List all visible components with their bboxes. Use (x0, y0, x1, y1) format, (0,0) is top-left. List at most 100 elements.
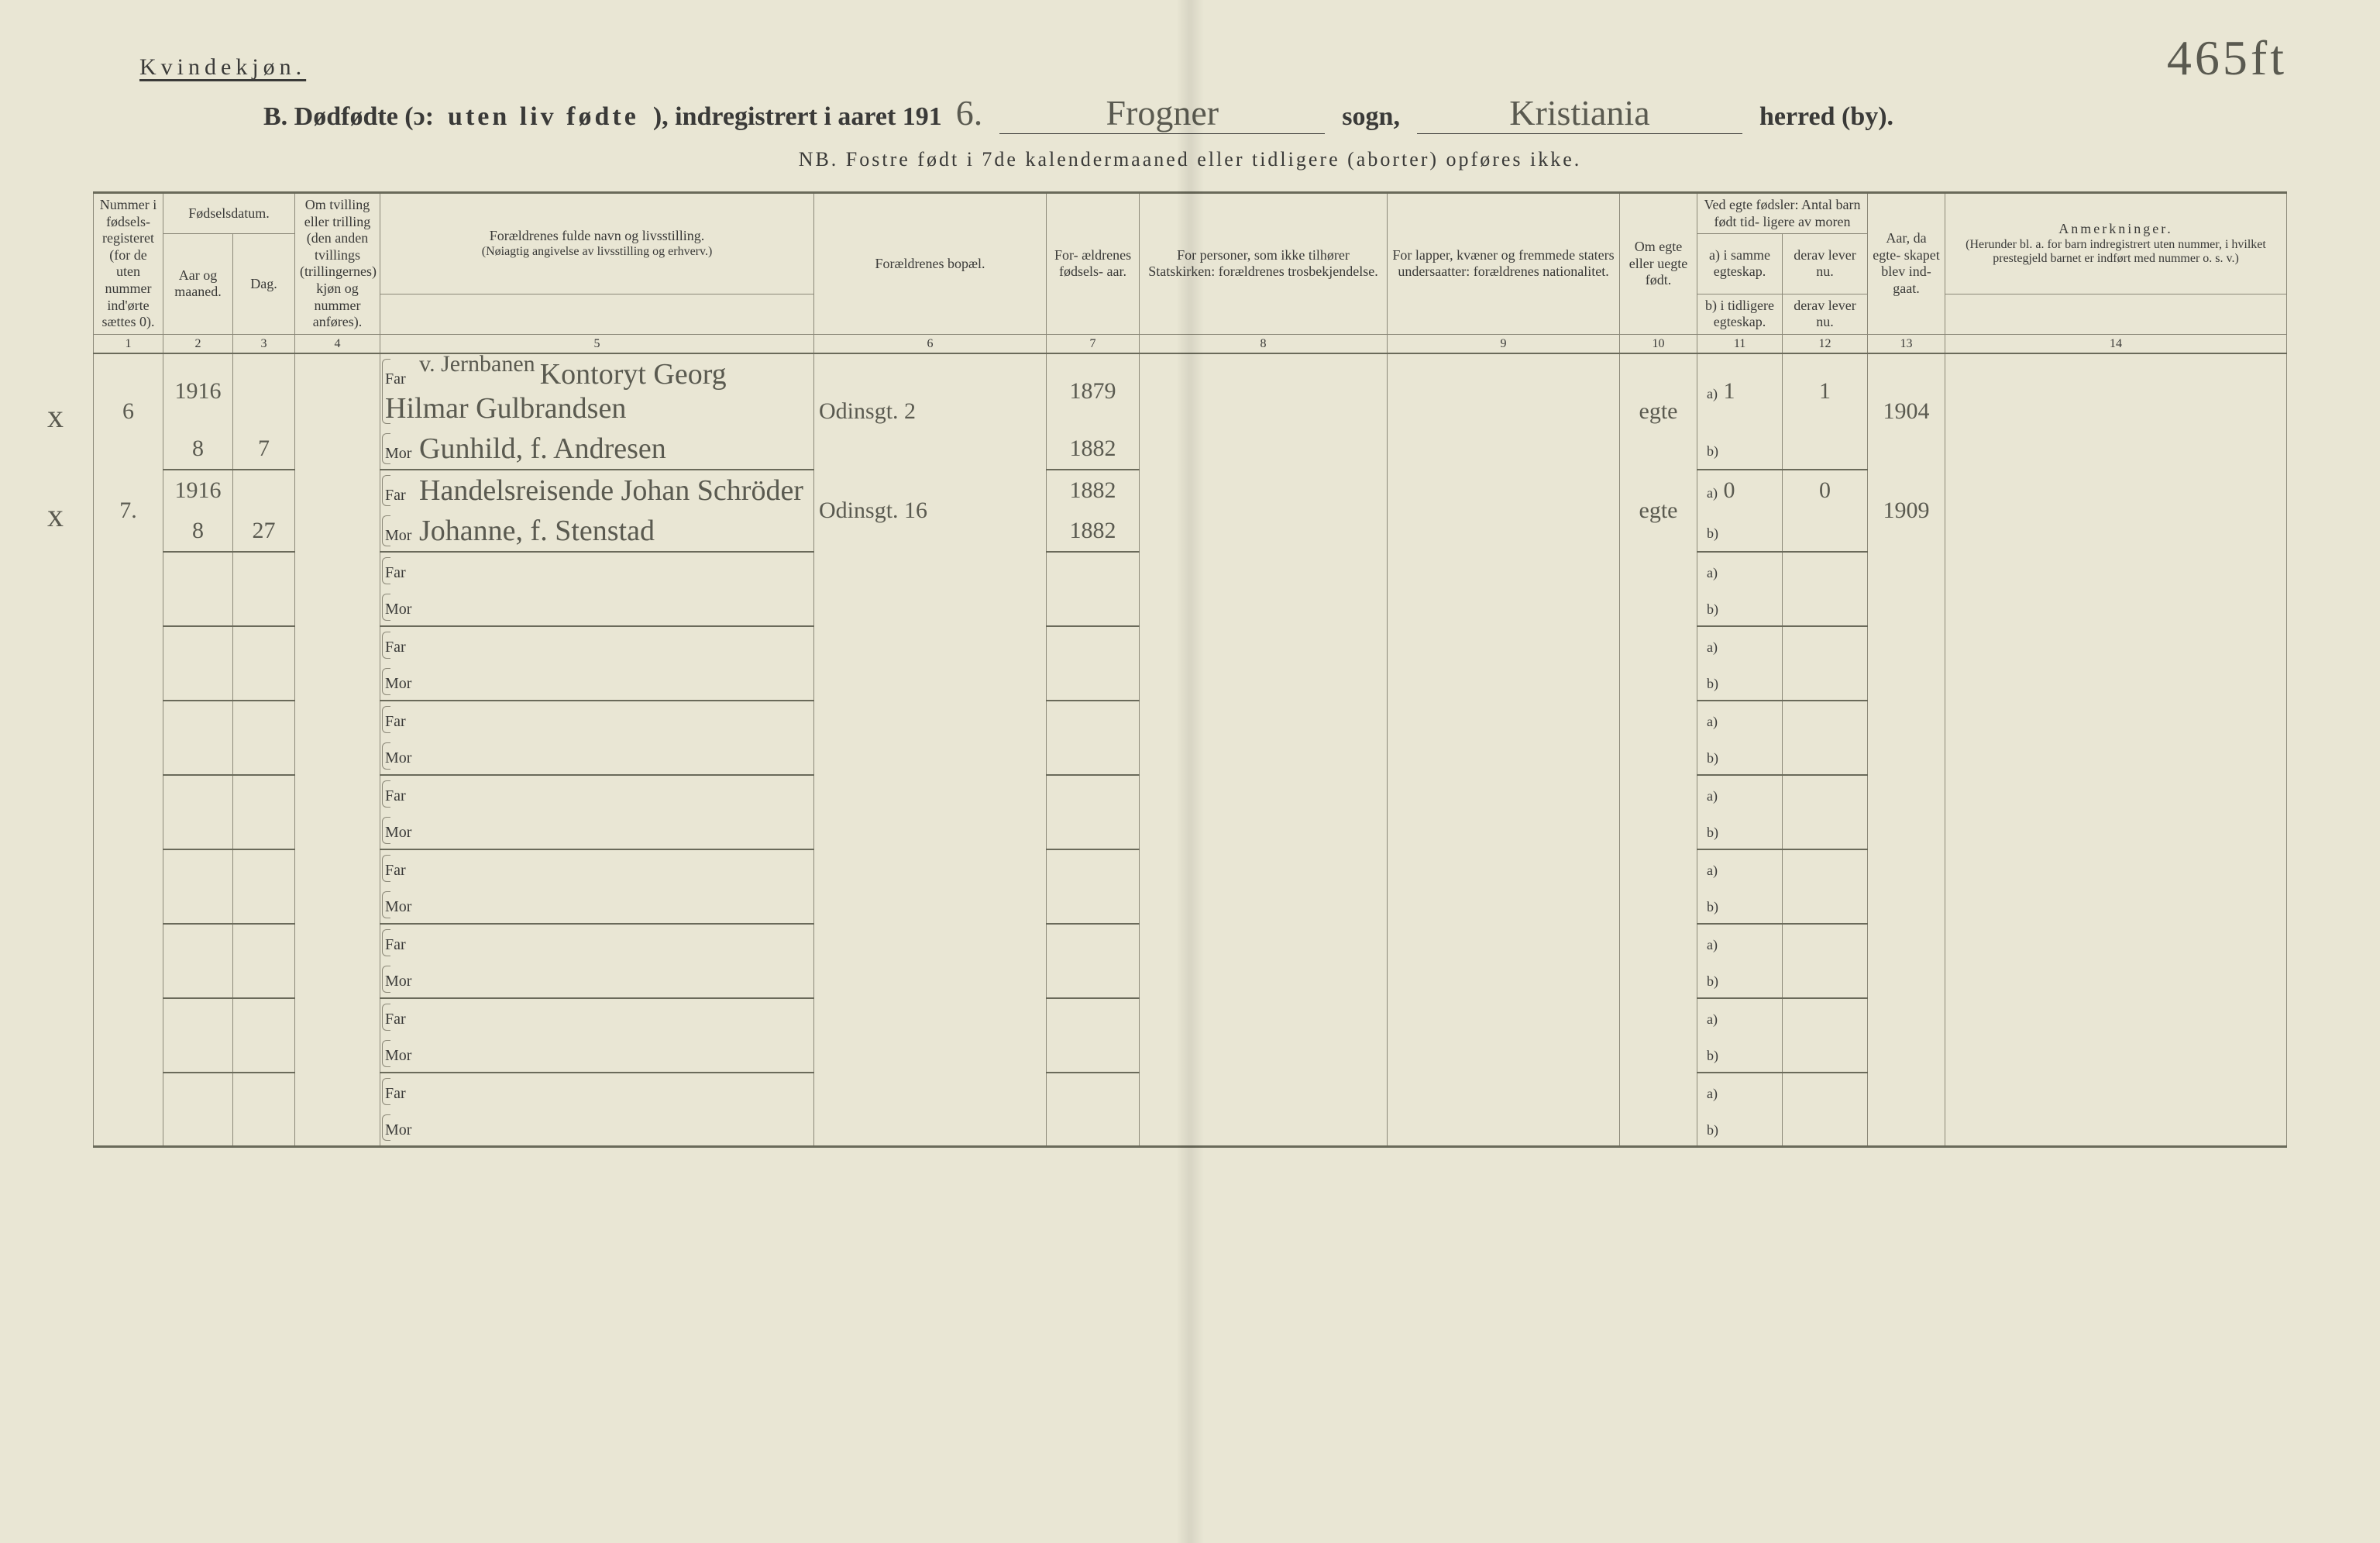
mor-birthyear: 1882 (1047, 429, 1140, 470)
parents-name-far: Far (380, 775, 814, 812)
marriage-year-cell: 1909 (1868, 470, 1945, 552)
sub-a-label: a) (1702, 386, 1718, 401)
parents-name-mor: Mor (380, 589, 814, 626)
children-a-live-cell (1783, 701, 1868, 738)
children-b-cell: b) (1697, 1035, 1783, 1073)
far-birthyear (1047, 998, 1140, 1035)
children-a-live-cell: 0 (1783, 470, 1868, 511)
marriage-year-cell: 1904 (1868, 353, 1945, 470)
remarks-cell (1945, 701, 2287, 775)
col-2a-header: Aar og maaned. (163, 234, 233, 335)
col-11a-header: a) i samme egteskap. (1697, 234, 1783, 294)
children-b-live-cell (1783, 738, 1868, 775)
mor-label: Mor (385, 1121, 419, 1139)
mor-birthyear (1047, 1110, 1140, 1147)
far-birthyear (1047, 1073, 1140, 1110)
far-birthyear: 1879 (1047, 353, 1140, 429)
colnum-11: 11 (1697, 334, 1783, 353)
children-a-live-cell (1783, 552, 1868, 589)
far-birthyear: 1882 (1047, 470, 1140, 511)
address-cell (814, 849, 1047, 924)
mor-name: Gunhild, f. Andresen (419, 432, 666, 465)
mor-birthyear (1047, 738, 1140, 775)
address-cell: Odinsgt. 16 (814, 470, 1047, 552)
address-cell (814, 701, 1047, 775)
col-7-header: For- ældrenes fødsels- aar. (1047, 193, 1140, 335)
ledger-page: Kvindekjøn. 465ft B. Dødfødte (ɔ: uten l… (0, 0, 2380, 1543)
day-cell (233, 589, 295, 626)
colnum-14: 14 (1945, 334, 2287, 353)
children-a-live-cell (1783, 775, 1868, 812)
egte-cell (1620, 849, 1697, 924)
religion-cell (1140, 1073, 1388, 1147)
sub-b-label: b) (1702, 443, 1718, 459)
religion-cell (1140, 353, 1388, 470)
mor-label: Mor (385, 675, 419, 693)
table-row: Fara) (94, 775, 2287, 812)
col-14-header-line1: Anmerkninger. (1950, 221, 2282, 238)
mor-birthyear: 1882 (1047, 511, 1140, 552)
children-a-cell: a) (1697, 1073, 1783, 1110)
parents-name-far: Far (380, 552, 814, 589)
parents-name-far: FarHandelsreisende Johan Schröder (380, 470, 814, 511)
egte-cell: egte (1620, 470, 1697, 552)
nationality-cell (1388, 552, 1620, 626)
day-cell-top (233, 775, 295, 812)
parents-name-mor: Mor (380, 887, 814, 924)
col-14-header-line2: (Herunder bl. a. for barn indregistrert … (1950, 238, 2282, 267)
sub-a-label: a) (1702, 937, 1718, 952)
sogn-value: Frogner (1106, 93, 1219, 133)
children-a-cell: a) (1697, 998, 1783, 1035)
sub-b-label: b) (1702, 825, 1718, 840)
year-cell (163, 1073, 233, 1110)
children-b-cell: b) (1697, 429, 1783, 470)
religion-cell (1140, 470, 1388, 552)
remarks-cell (1945, 626, 2287, 701)
twins-cell (295, 1073, 380, 1147)
mor-label: Mor (385, 527, 419, 545)
col-6-header: Forældrenes bopæl. (814, 193, 1047, 335)
address-cell (814, 1073, 1047, 1147)
far-label: Far (385, 862, 419, 880)
remarks-cell (1945, 470, 2287, 552)
col-4-header: Om tvilling eller trilling (den anden tv… (295, 193, 380, 335)
children-a-live-cell (1783, 626, 1868, 663)
year-cell (163, 626, 233, 663)
address-cell (814, 552, 1047, 626)
record-number (94, 849, 163, 924)
herred-label: herred (by). (1759, 102, 1893, 132)
gender-label: Kvindekjøn. (139, 54, 2287, 81)
far-label: Far (385, 639, 419, 656)
far-label: Far (385, 713, 419, 731)
table-row: x7.1916FarHandelsreisende Johan Schröder… (94, 470, 2287, 511)
record-number (94, 924, 163, 998)
twins-cell (295, 552, 380, 626)
remarks-cell (1945, 353, 2287, 470)
col-12a-header: derav lever nu. (1783, 234, 1868, 294)
address-cell (814, 998, 1047, 1073)
nationality-cell (1388, 998, 1620, 1073)
marriage-year-cell (1868, 998, 1945, 1073)
egte-cell (1620, 701, 1697, 775)
title-prefix: B. Dødfødte (ɔ: (263, 102, 434, 132)
ledger-table: Nummer i fødsels- registeret (for de ute… (93, 191, 2287, 1148)
parents-name-far: Far (380, 626, 814, 663)
children-b-live-cell (1783, 511, 1868, 552)
remarks-cell (1945, 552, 2287, 626)
twins-cell (295, 924, 380, 998)
month-cell: 8 (163, 511, 233, 552)
day-cell-top (233, 1073, 295, 1110)
twins-cell (295, 849, 380, 924)
month-cell: 8 (163, 429, 233, 470)
day-cell-top (233, 924, 295, 961)
children-b-live-cell (1783, 1110, 1868, 1147)
col-5-header-line1: Forældrenes fulde navn og livsstilling. (385, 228, 809, 245)
sub-a-label: a) (1702, 639, 1718, 655)
sub-a-label: a) (1702, 1011, 1718, 1027)
far-birthyear (1047, 924, 1140, 961)
year-cell (163, 701, 233, 738)
children-a-live-cell: 1 (1783, 353, 1868, 429)
day-cell-top (233, 701, 295, 738)
table-row: Fara) (94, 552, 2287, 589)
table-row: Fara) (94, 701, 2287, 738)
